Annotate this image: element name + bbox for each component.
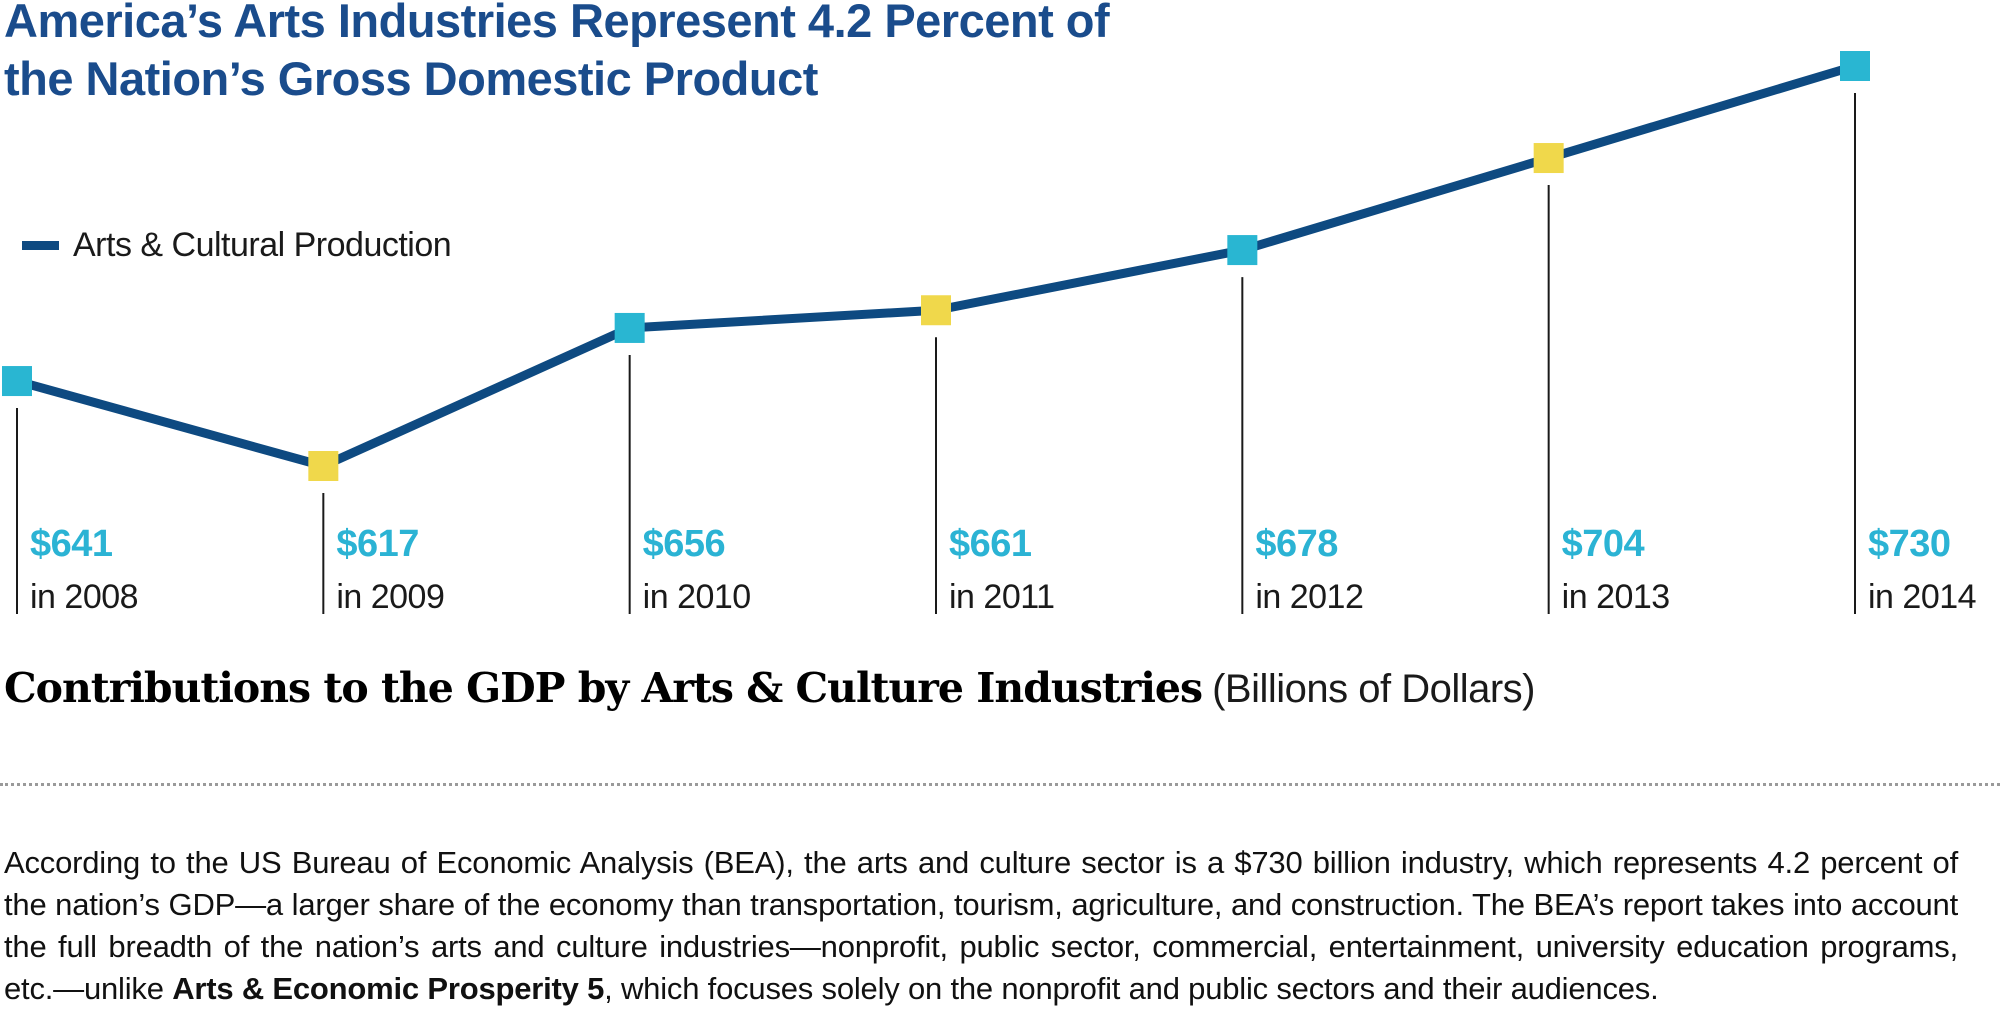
point-value-label: $656 — [642, 523, 726, 565]
point-value-label: $730 — [1868, 523, 1951, 565]
point-label: $678 in 2012 — [1255, 523, 1364, 617]
point-year-label: in 2010 — [642, 578, 752, 616]
point-year-label: in 2008 — [30, 578, 139, 616]
paragraph-segment: , which focuses solely on the nonprofit … — [604, 971, 1659, 1006]
point-value-label: $678 — [1255, 523, 1338, 565]
chart-marker — [921, 295, 951, 326]
point-value-label: $617 — [336, 523, 419, 565]
chart-marker — [1840, 51, 1870, 81]
point-value-label: $641 — [30, 523, 113, 565]
paragraph-bold-segment: Arts & Economic Prosperity 5 — [172, 971, 605, 1006]
page-title: America’s Arts Industries Represent 4.2 … — [4, 0, 1110, 108]
point-value-label: $704 — [1561, 523, 1645, 565]
chart-marker — [614, 312, 645, 343]
point-label: $656 in 2010 — [642, 523, 752, 617]
point-year-label: in 2013 — [1561, 578, 1671, 616]
chart-marker — [308, 451, 339, 481]
page-title-line2: the Nation’s Gross Domestic Product — [4, 52, 818, 105]
paragraph-segment: According to the US Bureau of Economic A… — [4, 845, 1958, 1006]
caption-units: (Billions of Dollars) — [1212, 667, 1535, 711]
chart-line — [15, 61, 1857, 471]
chart-marker — [2, 366, 32, 397]
point-year-label: in 2012 — [1255, 578, 1364, 616]
point-label: $617 in 2009 — [336, 523, 445, 617]
point-year-label: in 2011 — [949, 578, 1055, 616]
point-label: $641 in 2008 — [30, 523, 139, 617]
legend-label: Arts & Cultural Production — [73, 226, 452, 264]
point-value-label: $661 — [949, 523, 1032, 565]
dotted-divider — [0, 783, 2000, 786]
point-label: $661 in 2011 — [949, 523, 1055, 617]
chart-caption: Contributions to the GDP by Arts & Cultu… — [4, 664, 1535, 712]
caption-title: Contributions to the GDP by Arts & Cultu… — [4, 664, 1203, 712]
legend-line-swatch-icon — [22, 241, 59, 250]
chart-legend: Arts & Cultural Production — [22, 226, 452, 265]
body-paragraph: According to the US Bureau of Economic A… — [4, 842, 1958, 1010]
point-year-label: in 2009 — [336, 578, 445, 616]
chart-marker — [1533, 143, 1564, 174]
point-label: $730 in 2014 — [1868, 523, 1977, 617]
page-title-line1: America’s Arts Industries Represent 4.2 … — [4, 0, 1110, 47]
point-label: $704 in 2013 — [1561, 523, 1671, 617]
chart-marker — [1227, 235, 1258, 266]
point-year-label: in 2014 — [1868, 578, 1977, 616]
